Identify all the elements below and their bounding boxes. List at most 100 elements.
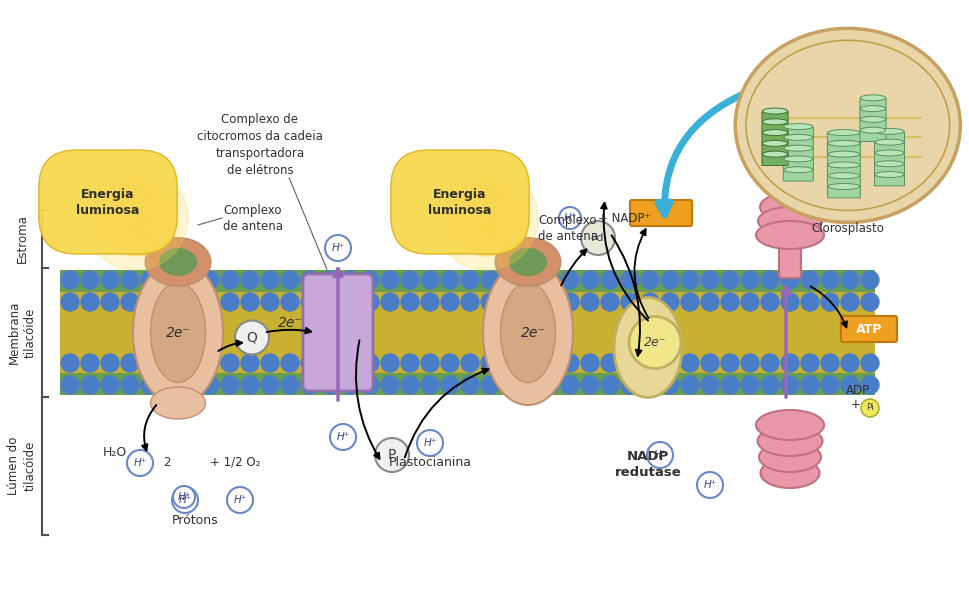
Text: 2e⁻: 2e⁻ bbox=[166, 325, 190, 339]
Circle shape bbox=[172, 487, 198, 513]
Circle shape bbox=[321, 354, 338, 372]
Circle shape bbox=[441, 271, 458, 289]
Circle shape bbox=[181, 293, 199, 311]
FancyBboxPatch shape bbox=[782, 149, 812, 160]
Circle shape bbox=[620, 293, 639, 311]
Circle shape bbox=[161, 354, 179, 372]
Ellipse shape bbox=[500, 282, 555, 382]
Ellipse shape bbox=[827, 129, 859, 135]
FancyBboxPatch shape bbox=[827, 176, 860, 187]
FancyBboxPatch shape bbox=[782, 171, 812, 181]
Circle shape bbox=[360, 293, 379, 311]
Circle shape bbox=[221, 293, 238, 311]
Circle shape bbox=[201, 293, 219, 311]
Circle shape bbox=[860, 376, 878, 394]
Ellipse shape bbox=[827, 151, 859, 157]
Circle shape bbox=[141, 293, 159, 311]
Circle shape bbox=[701, 354, 718, 372]
FancyBboxPatch shape bbox=[782, 138, 812, 149]
Text: Sintetase
do ATP: Sintetase do ATP bbox=[754, 140, 825, 169]
FancyBboxPatch shape bbox=[827, 187, 860, 198]
Ellipse shape bbox=[783, 156, 812, 162]
Circle shape bbox=[460, 193, 511, 243]
Circle shape bbox=[460, 293, 479, 311]
Circle shape bbox=[181, 376, 199, 394]
Text: Complexo
de antena: Complexo de antena bbox=[223, 203, 283, 232]
Circle shape bbox=[800, 271, 818, 289]
Circle shape bbox=[740, 293, 758, 311]
Circle shape bbox=[500, 376, 518, 394]
Text: H⁺: H⁺ bbox=[703, 480, 716, 490]
Circle shape bbox=[701, 293, 718, 311]
Text: Complexo de
citocromos da cadeia
transportadora
de elétrons: Complexo de citocromos da cadeia transpo… bbox=[197, 113, 323, 177]
Ellipse shape bbox=[762, 151, 787, 157]
Ellipse shape bbox=[613, 297, 681, 398]
Circle shape bbox=[201, 376, 219, 394]
Circle shape bbox=[400, 376, 419, 394]
Circle shape bbox=[360, 271, 379, 289]
Circle shape bbox=[127, 450, 153, 476]
Circle shape bbox=[820, 293, 838, 311]
Circle shape bbox=[161, 293, 179, 311]
Circle shape bbox=[101, 376, 119, 394]
Circle shape bbox=[601, 271, 618, 289]
Ellipse shape bbox=[860, 106, 885, 112]
Circle shape bbox=[221, 271, 238, 289]
Text: Q: Q bbox=[246, 330, 257, 345]
Circle shape bbox=[400, 271, 419, 289]
FancyBboxPatch shape bbox=[762, 144, 787, 155]
Circle shape bbox=[860, 271, 878, 289]
Circle shape bbox=[261, 376, 279, 394]
Circle shape bbox=[261, 271, 279, 289]
Circle shape bbox=[840, 271, 859, 289]
Circle shape bbox=[820, 271, 838, 289]
Circle shape bbox=[720, 376, 738, 394]
Text: Pi: Pi bbox=[865, 404, 873, 413]
FancyBboxPatch shape bbox=[859, 98, 886, 109]
Circle shape bbox=[101, 271, 119, 289]
FancyBboxPatch shape bbox=[859, 120, 886, 131]
Circle shape bbox=[381, 354, 398, 372]
Circle shape bbox=[417, 430, 443, 456]
Circle shape bbox=[780, 376, 798, 394]
Circle shape bbox=[620, 376, 639, 394]
Text: H⁺: H⁺ bbox=[178, 495, 192, 505]
Circle shape bbox=[481, 354, 498, 372]
Circle shape bbox=[448, 180, 523, 256]
Circle shape bbox=[121, 271, 139, 289]
FancyBboxPatch shape bbox=[874, 132, 903, 143]
Circle shape bbox=[701, 376, 718, 394]
Circle shape bbox=[341, 376, 359, 394]
Bar bbox=[60, 270, 874, 292]
Circle shape bbox=[701, 271, 718, 289]
Text: Plastocianina: Plastocianina bbox=[389, 455, 471, 469]
Ellipse shape bbox=[760, 458, 819, 488]
Text: P: P bbox=[388, 448, 395, 462]
Text: H⁺: H⁺ bbox=[336, 432, 349, 442]
Circle shape bbox=[641, 376, 658, 394]
Circle shape bbox=[820, 376, 838, 394]
Circle shape bbox=[381, 293, 398, 311]
Circle shape bbox=[520, 293, 539, 311]
Text: H₂O: H₂O bbox=[103, 447, 127, 459]
Text: ADP: ADP bbox=[845, 384, 869, 396]
Circle shape bbox=[360, 354, 379, 372]
Ellipse shape bbox=[874, 161, 903, 167]
Circle shape bbox=[375, 438, 409, 472]
Circle shape bbox=[181, 354, 199, 372]
Circle shape bbox=[520, 376, 539, 394]
Circle shape bbox=[221, 354, 238, 372]
Circle shape bbox=[281, 293, 298, 311]
Circle shape bbox=[660, 293, 678, 311]
FancyBboxPatch shape bbox=[874, 175, 903, 186]
Circle shape bbox=[620, 271, 639, 289]
Circle shape bbox=[321, 293, 338, 311]
Circle shape bbox=[300, 354, 319, 372]
Text: Energia
luminosa: Energia luminosa bbox=[428, 188, 491, 217]
FancyBboxPatch shape bbox=[827, 166, 860, 176]
Circle shape bbox=[541, 293, 558, 311]
Circle shape bbox=[680, 271, 699, 289]
Circle shape bbox=[560, 354, 578, 372]
Circle shape bbox=[421, 293, 439, 311]
Circle shape bbox=[860, 354, 878, 372]
